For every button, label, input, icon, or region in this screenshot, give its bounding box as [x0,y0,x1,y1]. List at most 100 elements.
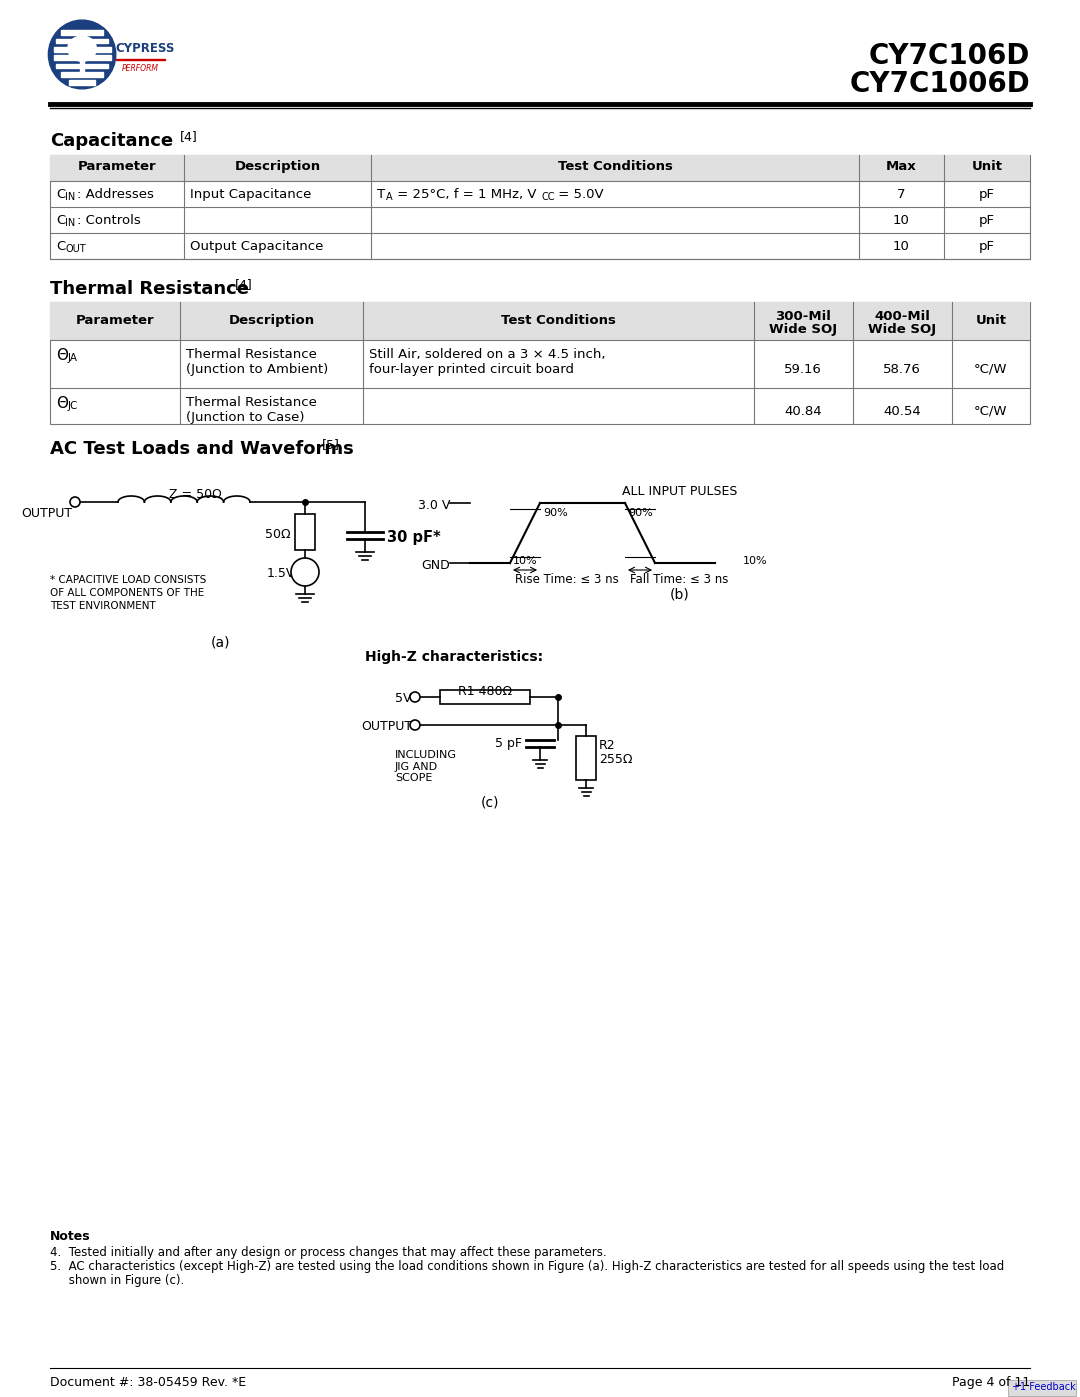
Text: * CAPACITIVE LOAD CONSISTS: * CAPACITIVE LOAD CONSISTS [50,576,206,585]
Text: 300-Mil: 300-Mil [775,310,832,323]
Text: 4.  Tested initially and after any design or process changes that may affect the: 4. Tested initially and after any design… [50,1246,607,1259]
Text: OUTPUT: OUTPUT [21,507,72,520]
Text: (b): (b) [670,588,690,602]
Text: 58.76: 58.76 [883,363,921,376]
Text: 3.0 V: 3.0 V [418,499,450,511]
Text: JC: JC [68,401,79,411]
Text: (Junction to Case): (Junction to Case) [187,411,305,425]
Text: JA: JA [68,353,78,363]
Text: 5.  AC characteristics (except High-Z) are tested using the load conditions show: 5. AC characteristics (except High-Z) ar… [50,1260,1004,1273]
Bar [576,736,596,780]
Text: Unit: Unit [975,314,1007,327]
Text: OUT: OUT [65,244,85,254]
Text: C: C [56,189,65,201]
Text: CY7C106D: CY7C106D [868,42,1030,70]
Bar [1008,1380,1076,1396]
Text: Max: Max [886,161,917,173]
Text: 400-Mil: 400-Mil [875,310,930,323]
Text: R1 480Ω: R1 480Ω [458,685,512,698]
Text: A: A [387,191,393,203]
Text: : Addresses: : Addresses [77,189,153,201]
Bar [295,514,315,550]
Text: Description: Description [234,161,321,173]
Text: IN: IN [65,218,76,228]
Text: 10: 10 [893,240,910,253]
Text: : Controls: : Controls [77,214,140,226]
Bar [116,59,165,60]
Bar [50,302,1030,339]
Text: (Junction to Ambient): (Junction to Ambient) [187,363,328,376]
Text: GND: GND [421,559,450,571]
Text: Unit: Unit [972,161,1002,173]
Text: CC: CC [541,191,555,203]
Text: INCLUDING
JIG AND
SCOPE: INCLUDING JIG AND SCOPE [395,750,457,784]
Circle shape [70,497,80,507]
Text: CY7C1006D: CY7C1006D [849,70,1030,98]
Text: (c): (c) [481,795,499,809]
Text: Input Capacitance: Input Capacitance [190,189,311,201]
Text: OUTPUT: OUTPUT [361,719,411,733]
Text: 5V: 5V [395,692,411,705]
Text: = 25°C, f = 1 MHz, V: = 25°C, f = 1 MHz, V [393,189,537,201]
Text: °C/W: °C/W [974,363,1008,376]
Text: 50Ω: 50Ω [266,528,291,541]
Text: OF ALL COMPONENTS OF THE: OF ALL COMPONENTS OF THE [50,588,204,598]
Text: Test Conditions: Test Conditions [501,314,616,327]
Text: (a): (a) [211,636,230,650]
Ellipse shape [49,20,116,89]
Text: 59.16: 59.16 [784,363,822,376]
Text: TEST ENVIRONMENT: TEST ENVIRONMENT [50,601,156,610]
Circle shape [291,557,319,585]
Text: C: C [56,214,65,226]
Text: [5]: [5] [322,439,340,451]
Text: Θ: Θ [56,348,68,363]
Text: pF: pF [980,240,995,253]
Ellipse shape [68,36,96,61]
Text: 1.5V: 1.5V [267,567,295,580]
Text: Test Conditions: Test Conditions [557,161,673,173]
Text: Thermal Resistance: Thermal Resistance [187,348,318,360]
Text: C: C [56,240,65,253]
Bar [54,56,110,60]
Circle shape [410,719,420,731]
Text: Description: Description [229,314,314,327]
Text: 7: 7 [897,189,906,201]
Text: 30 pF*: 30 pF* [387,529,441,545]
Text: = 5.0V: = 5.0V [554,189,604,201]
Bar [50,155,1030,258]
Text: 5 pF: 5 pF [495,738,522,750]
Text: Wide SOJ: Wide SOJ [769,323,837,337]
Text: pF: pF [980,214,995,226]
Text: High-Z characteristics:: High-Z characteristics: [365,650,543,664]
Text: R2: R2 [599,739,616,752]
Bar [62,73,103,77]
Text: 90%: 90% [543,509,568,518]
Text: 40.54: 40.54 [883,405,921,418]
Text: Capacitance: Capacitance [50,131,173,149]
Text: Z = 50Ω: Z = 50Ω [168,488,221,502]
Text: [4]: [4] [235,278,253,291]
Text: Parameter: Parameter [76,314,154,327]
Text: Output Capacitance: Output Capacitance [190,240,323,253]
Text: ALL INPUT PULSES: ALL INPUT PULSES [622,485,738,497]
Text: Document #: 38-05459 Rev. *E: Document #: 38-05459 Rev. *E [50,1376,246,1389]
Text: four-layer printed circuit board: four-layer printed circuit board [368,363,573,376]
Text: IN: IN [65,191,76,203]
Text: Notes: Notes [50,1229,91,1243]
Text: 255Ω: 255Ω [599,753,633,766]
Text: Fall Time: ≤ 3 ns: Fall Time: ≤ 3 ns [630,573,728,585]
Bar [56,64,108,68]
Text: Parameter: Parameter [78,161,157,173]
Text: Wide SOJ: Wide SOJ [868,323,936,337]
Bar [69,81,95,85]
Text: Θ: Θ [56,395,68,411]
Text: 40.84: 40.84 [784,405,822,418]
Text: Still Air, soldered on a 3 × 4.5 inch,: Still Air, soldered on a 3 × 4.5 inch, [368,348,605,360]
Text: 10%: 10% [513,556,538,566]
Text: [4]: [4] [180,130,198,142]
Text: Rise Time: ≤ 3 ns: Rise Time: ≤ 3 ns [515,573,619,585]
Bar [56,39,108,43]
Bar [440,690,530,704]
Bar [50,155,1030,182]
Bar [54,47,110,52]
